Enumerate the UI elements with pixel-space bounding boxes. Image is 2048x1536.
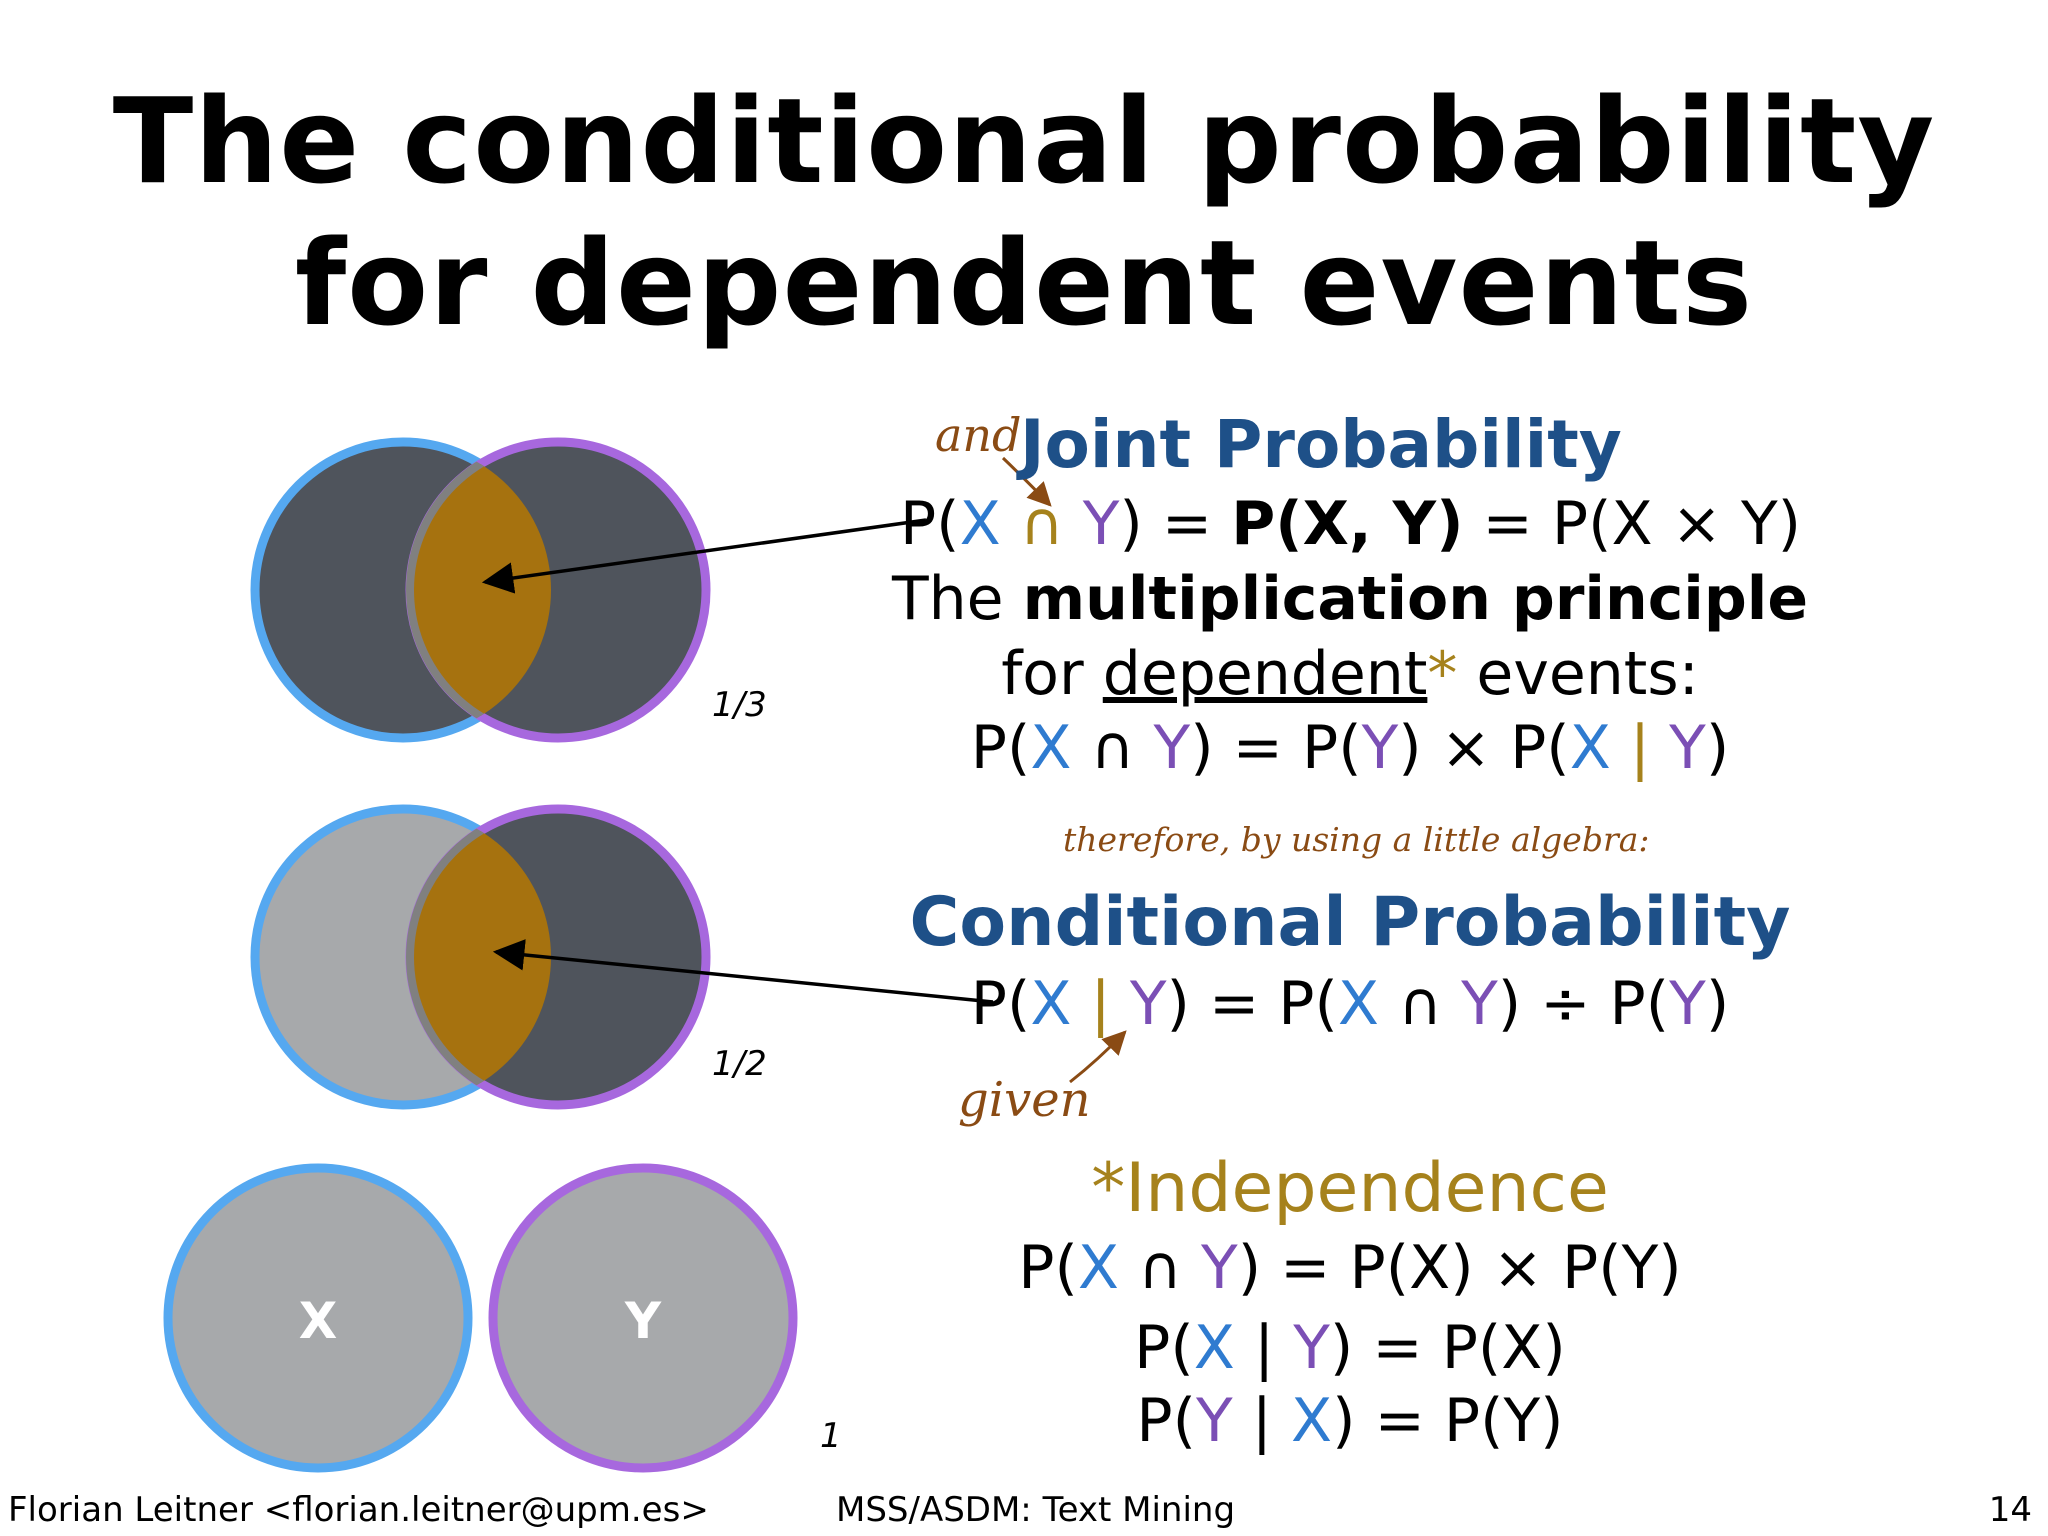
conditional-equation: P(X | Y) = P(X ∩ Y) ÷ P(Y) (900, 968, 1800, 1040)
given-bar: | (1071, 969, 1130, 1039)
eq-text: , (1348, 489, 1393, 559)
var-x: X (1077, 1233, 1119, 1303)
eq-text: P( (970, 713, 1031, 783)
eq-text: ) (1705, 713, 1730, 783)
var-y: Y (1669, 969, 1706, 1039)
var-y: Y (1153, 713, 1191, 783)
conditional-heading: Conditional Probability (909, 883, 1791, 962)
eq-text: ) (1705, 969, 1730, 1039)
multiplication-principle-label: multiplication principle (1022, 564, 1809, 634)
and-note: and (935, 408, 1022, 462)
independence-equation-3: P(Y | X) = P(Y) (900, 1385, 1800, 1457)
eq-text: P( (1136, 1386, 1196, 1456)
eq-text: P( (1134, 1313, 1194, 1383)
dependent-events-line: for dependent* events: (850, 638, 1850, 710)
fraction-one-third: 1/3 (712, 685, 767, 725)
var-x: X (1569, 713, 1611, 783)
conditional-pointer-arrow (492, 939, 994, 1004)
var-x: X (959, 489, 1001, 559)
joint-pointer-arrow (481, 518, 927, 594)
var-x: X (1193, 1313, 1235, 1383)
given-bar: | (1232, 1386, 1291, 1456)
var-y: Y (1195, 1386, 1233, 1456)
venn-conditional (250, 804, 711, 1110)
intersection-symbol: ∩ (1071, 713, 1154, 783)
eq-text: ) × P( (1398, 713, 1570, 783)
eq-text: P( (970, 969, 1031, 1039)
given-bar: | (1610, 713, 1670, 783)
eq-text: for (1001, 639, 1103, 709)
given-bar: | (1234, 1313, 1294, 1383)
footer-author: Florian Leitner <florian.leitner@upm.es> (8, 1490, 709, 1530)
circle-label-x: X (299, 1292, 338, 1350)
eq-text: P( (1018, 1233, 1078, 1303)
var-x: X (1302, 489, 1349, 559)
eq-text: The (891, 564, 1023, 634)
eq-text: ) = (1119, 489, 1232, 559)
and-note-arrow (1001, 456, 1052, 507)
var-y: Y (1129, 969, 1167, 1039)
var-x: X (1030, 969, 1072, 1039)
independence-equation-1: P(X ∩ Y) = P(X) × P(Y) (900, 1232, 1800, 1304)
var-x: X (1337, 969, 1380, 1039)
intersection-symbol: ∩ (1379, 969, 1462, 1039)
var-y: Y (1293, 1313, 1330, 1383)
multiplication-principle-line: The multiplication principle (850, 563, 1850, 635)
venn-joint-intersection (406, 442, 551, 738)
independence-equation-2: P(X | Y) = P(X) (900, 1312, 1800, 1384)
title-line-1: The conditional probability (112, 72, 1936, 210)
var-y: Y (1201, 1233, 1238, 1303)
eq-text: = P(X × Y) (1463, 489, 1802, 559)
eq-text: ) = P(X) (1329, 1313, 1566, 1383)
independent-circle-y (488, 1163, 798, 1473)
eq-text: ) = P(X) × P(Y) (1237, 1233, 1682, 1303)
footer-page-number: 14 (1988, 1490, 2032, 1530)
joint-heading: Joint Probability (1020, 406, 1622, 483)
eq-text: ) = P(Y) (1332, 1386, 1564, 1456)
eq-text: P( (1231, 489, 1303, 559)
var-x: X (1030, 713, 1072, 783)
intersection-symbol: ∩ (1118, 1233, 1202, 1303)
therefore-note: therefore, by using a little algebra: (1063, 820, 1650, 859)
eq-text: ) = P( (1190, 713, 1362, 783)
venn-joint (250, 437, 711, 743)
dependent-rule-equation: P(X ∩ Y) = P(Y) × P(X | Y) (850, 712, 1850, 784)
circle-label-y: Y (624, 1292, 662, 1350)
venn-independent: X Y (163, 1163, 798, 1473)
given-note-arrow (1069, 1030, 1127, 1084)
var-y: Y (1082, 489, 1120, 559)
joint-notation: P(X, Y) (1231, 489, 1463, 559)
var-y: Y (1669, 713, 1706, 783)
intersection-symbol: ∩ (1000, 489, 1083, 559)
given-note: given (958, 1072, 1091, 1128)
fraction-one: 1 (820, 1416, 842, 1456)
eq-text: ) (1436, 489, 1464, 559)
var-x: X (1291, 1386, 1333, 1456)
eq-text: ) ÷ P( (1497, 969, 1670, 1039)
independent-circle-x (163, 1163, 473, 1473)
slide-title: The conditional probability for dependen… (0, 70, 2048, 354)
var-y: Y (1392, 489, 1437, 559)
asterisk: * (1427, 639, 1458, 709)
eq-text: events: (1457, 639, 1699, 709)
dependent-label: dependent (1102, 639, 1428, 709)
eq-text: P( (900, 489, 960, 559)
footer-course: MSS/ASDM: Text Mining (836, 1490, 1236, 1530)
title-line-2: for dependent events (294, 214, 1754, 352)
joint-equation: P(X ∩ Y) = P(X, Y) = P(X × Y) (900, 488, 1802, 560)
fraction-one-half: 1/2 (712, 1044, 767, 1084)
var-y: Y (1461, 969, 1498, 1039)
venn-conditional-intersection (406, 809, 551, 1105)
eq-text: ) = P( (1166, 969, 1338, 1039)
independence-heading: *Independence (1091, 1149, 1609, 1228)
var-y: Y (1361, 713, 1399, 783)
